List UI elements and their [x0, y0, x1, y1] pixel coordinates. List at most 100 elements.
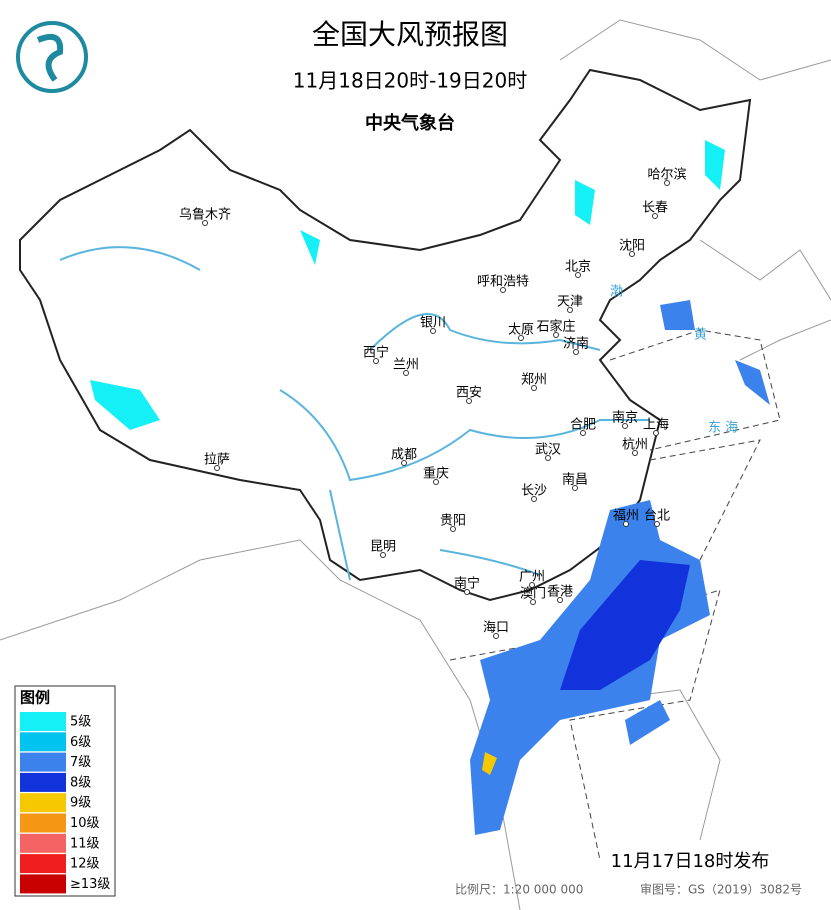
- city-dot: [202, 220, 208, 226]
- city-dot: [214, 465, 220, 471]
- city-dot: [629, 251, 635, 257]
- sea-label: 黄: [694, 328, 707, 343]
- city-dot: [430, 328, 436, 334]
- legend-swatch: [20, 854, 66, 874]
- city-label: 天津: [557, 295, 583, 310]
- legend-swatch: [20, 813, 66, 833]
- period: 11月18日20时-19日20时: [293, 69, 527, 93]
- city-label: 拉萨: [204, 453, 230, 468]
- city-label: 长沙: [521, 484, 547, 499]
- city-dot: [401, 460, 407, 466]
- sea-label: 东 海: [708, 421, 738, 436]
- city-label: 合肥: [570, 418, 596, 433]
- city-dot: [466, 398, 472, 404]
- legend-swatch: [20, 772, 66, 792]
- legend-label: 8级: [70, 775, 91, 790]
- city-label: 成都: [391, 448, 417, 463]
- rivers: [59, 246, 650, 581]
- city-dot: [567, 307, 573, 313]
- city-dot: [573, 349, 579, 355]
- city-label: 福州: [613, 509, 639, 524]
- legend-label: 10级: [70, 816, 100, 831]
- city-label: 长春: [642, 201, 668, 216]
- city-dot: [531, 385, 537, 391]
- city-label: 广州: [519, 570, 545, 585]
- legend-swatch: [20, 712, 66, 731]
- city-label: 海口: [483, 621, 509, 636]
- city-label: 重庆: [423, 466, 449, 482]
- legend-label: 9级: [70, 796, 91, 811]
- city-label: 澳门: [520, 586, 546, 602]
- city-label: 南昌: [562, 472, 588, 488]
- city-label: 南京: [612, 410, 638, 426]
- city-dot: [653, 430, 659, 436]
- city-dot: [622, 423, 628, 429]
- city-label: 台北: [644, 509, 670, 524]
- city-label: 银川: [420, 316, 446, 331]
- review-number: 审图号：GS（2019）3082号: [640, 882, 802, 897]
- city-dot: [403, 370, 409, 376]
- city-dot: [500, 287, 506, 293]
- city-label: 郑州: [521, 373, 547, 388]
- legend-label: 11级: [70, 836, 100, 851]
- city-dot: [580, 430, 586, 436]
- city-dot: [664, 180, 670, 186]
- city-label: 香港: [547, 585, 573, 600]
- scale: 比例尺：1:20 000 000: [455, 883, 583, 897]
- city-dot: [531, 496, 537, 502]
- city-label: 乌鲁木齐: [179, 207, 231, 223]
- city-label: 昆明: [370, 540, 396, 555]
- sea-label: 渤: [610, 284, 623, 300]
- legend-swatch: [20, 752, 66, 772]
- city-label: 沈阳: [619, 239, 645, 254]
- city-dot: [553, 332, 559, 338]
- legend-label: 12级: [70, 857, 100, 872]
- city-label: 上海: [643, 418, 669, 433]
- city-label: 西安: [456, 386, 482, 401]
- city-dot: [572, 485, 578, 491]
- city-label: 杭州: [622, 438, 648, 453]
- city-label: 南宁: [454, 576, 480, 592]
- title: 全国大风预报图: [312, 18, 508, 51]
- city-dot: [529, 582, 535, 588]
- city-dot: [545, 455, 551, 461]
- city-label: 贵阳: [440, 514, 466, 529]
- logo-mark: [36, 34, 64, 82]
- legend-swatch: [20, 874, 66, 894]
- legend-label: 7级: [70, 755, 91, 770]
- legend-swatch: [20, 833, 66, 853]
- city-dot: [433, 479, 439, 485]
- legend-title: 图例: [20, 689, 50, 707]
- legend-label: ≥13级: [70, 877, 110, 892]
- city-dot: [530, 599, 536, 605]
- city-dot: [575, 272, 581, 278]
- city-dot: [450, 526, 456, 532]
- city-dot: [380, 552, 386, 558]
- city-label: 北京: [565, 260, 591, 275]
- city-label: 呼和浩特: [477, 275, 529, 290]
- issuer: 中央气象台: [365, 112, 455, 134]
- city-label: 武汉: [535, 443, 561, 458]
- city-dot: [623, 521, 629, 527]
- legend-swatch: [20, 793, 66, 813]
- legend-label: 6级: [70, 735, 91, 750]
- city-label: 兰州: [393, 358, 419, 373]
- city-dot: [557, 597, 563, 603]
- city-label: 西宁: [363, 345, 389, 361]
- city-dot: [652, 213, 658, 219]
- legend-swatch: [20, 732, 66, 752]
- city-label: 太原: [508, 323, 534, 338]
- city-dot: [464, 589, 470, 595]
- city-label: 哈尔滨: [647, 167, 686, 183]
- city-dot: [518, 335, 524, 341]
- city-dot: [373, 358, 379, 364]
- city-dot: [632, 450, 638, 456]
- city-label: 石家庄: [536, 319, 575, 335]
- issued: 11月17日18时发布: [611, 851, 770, 872]
- city-dot: [493, 633, 499, 639]
- city-dot: [654, 521, 660, 527]
- city-label: 济南: [563, 336, 589, 352]
- legend-label: 5级: [70, 715, 91, 730]
